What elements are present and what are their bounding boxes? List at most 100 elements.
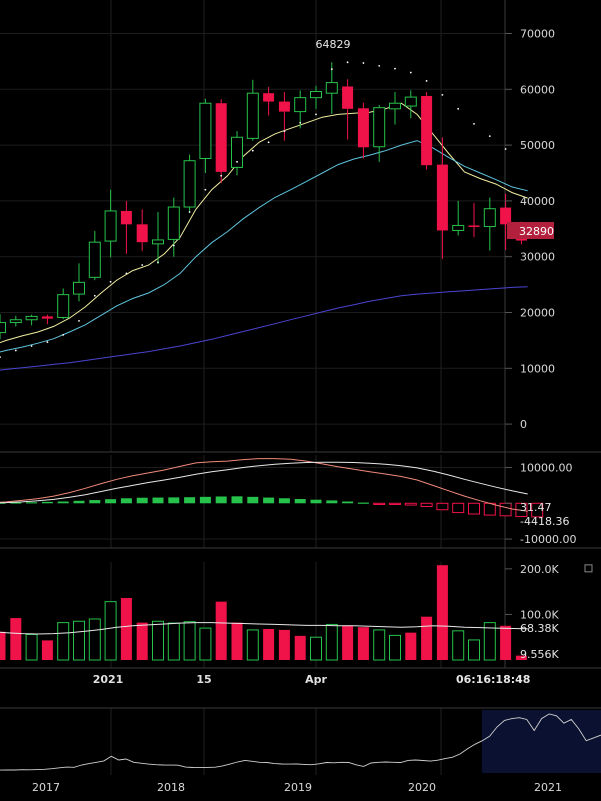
macd-histogram-bar (452, 502, 465, 514)
volume-bar (421, 616, 433, 660)
candle-body (199, 102, 212, 159)
candle-body (120, 210, 132, 225)
navigator-pane[interactable] (0, 710, 601, 773)
macd-signal-value: 31.47 (520, 501, 552, 514)
volume-bar (120, 598, 132, 660)
macd-histogram-bar (531, 502, 544, 518)
candle-body (357, 108, 369, 148)
last-price-label: 32890 (519, 225, 554, 238)
candle-body (57, 294, 70, 319)
candle (25, 314, 38, 326)
candle-body (231, 136, 243, 168)
macd-histogram-bar (57, 501, 69, 504)
volume-bar (452, 630, 465, 661)
macd-histogram-bar (152, 497, 164, 504)
volume-bar (41, 640, 53, 660)
candle (310, 85, 322, 109)
candle-body (9, 319, 22, 324)
candle (0, 314, 6, 340)
volume-bar (215, 601, 227, 660)
macd-histogram-bar (483, 502, 496, 516)
sar-point (109, 280, 112, 283)
navigator-axis-tick-label: 2020 (408, 781, 436, 794)
sar-point (78, 319, 80, 322)
candle-body (167, 206, 180, 240)
navigator-axis-tick-label: 2017 (32, 781, 60, 794)
sar-point (62, 333, 65, 336)
macd-histogram-bar (0, 502, 6, 504)
macd-histogram-bar (199, 496, 211, 504)
macd-histogram-bar (404, 502, 417, 506)
volume-bar (405, 632, 417, 660)
moving-average-line (0, 286, 528, 371)
macd-histogram-bar (73, 500, 85, 504)
macd-histogram-bar (184, 497, 196, 504)
macd-histogram-bar (389, 502, 401, 505)
sar-point (315, 113, 317, 116)
moving-average-line (0, 102, 528, 344)
macd-axis-tick-label: 10000.00 (520, 462, 573, 475)
macd-histogram-bar (294, 498, 306, 504)
time-axis-tick-label: 15 (196, 673, 211, 686)
volume-ma-value: 68.38K (520, 622, 559, 635)
volume-bar (294, 635, 306, 660)
candle-body (436, 164, 448, 231)
macd-histogram-bar (357, 502, 369, 504)
candle (57, 288, 70, 320)
macd-histogram-bar (41, 501, 53, 504)
candle-body (278, 101, 290, 112)
price-axis-tick-label: 60000 (520, 83, 555, 96)
macd-histogram-bar (10, 502, 22, 504)
sar-point (251, 149, 254, 152)
candle (73, 263, 85, 302)
volume-bar (310, 636, 322, 661)
sar-point (267, 141, 270, 144)
macd-histogram-bar (278, 498, 290, 504)
candle-body (483, 208, 496, 228)
volume-bar (483, 622, 496, 661)
candle (199, 98, 212, 173)
candle (342, 79, 354, 140)
sar-point (125, 272, 128, 275)
candle-body (25, 315, 38, 321)
sar-point (172, 244, 175, 247)
sar-point (283, 130, 286, 133)
volume-bar (136, 622, 148, 660)
sar-point (93, 294, 96, 297)
macd-histogram-bar (263, 497, 275, 504)
sar-point (473, 122, 475, 125)
sar-point (488, 135, 491, 138)
sar-point (30, 345, 33, 347)
sar-point (157, 261, 159, 264)
time-axis: 2021 15 Apr (93, 673, 328, 686)
sar-point (299, 121, 302, 124)
candle-body (468, 225, 480, 227)
last-price-box (507, 222, 554, 239)
sar-point (0, 356, 1, 359)
moving-average-line (0, 140, 528, 353)
sar-point (220, 174, 223, 177)
macd-histogram-bar (105, 499, 117, 504)
volume-bar (0, 631, 6, 660)
volume-bar (104, 601, 117, 661)
macd-histogram-bar (468, 502, 480, 515)
navigator-selection (482, 710, 601, 773)
navigator-axis: 2017 2018 2019 2020 2021 (32, 781, 562, 794)
macd-histogram-bar (310, 499, 322, 504)
volume-axis-marker (584, 564, 593, 573)
candle-body (41, 316, 53, 319)
macd-histogram-bar (215, 496, 227, 504)
candle-body (389, 102, 401, 110)
sar-point (425, 80, 428, 82)
candle (120, 200, 132, 254)
macd-histogram-bar (120, 498, 132, 504)
candle (104, 189, 117, 258)
sar-point (141, 264, 144, 266)
candle-body (452, 224, 465, 231)
last-price-tag: 32890 (507, 222, 554, 239)
volume-bar (278, 629, 290, 660)
volume-bar (325, 623, 338, 661)
volume-pane (0, 565, 528, 661)
